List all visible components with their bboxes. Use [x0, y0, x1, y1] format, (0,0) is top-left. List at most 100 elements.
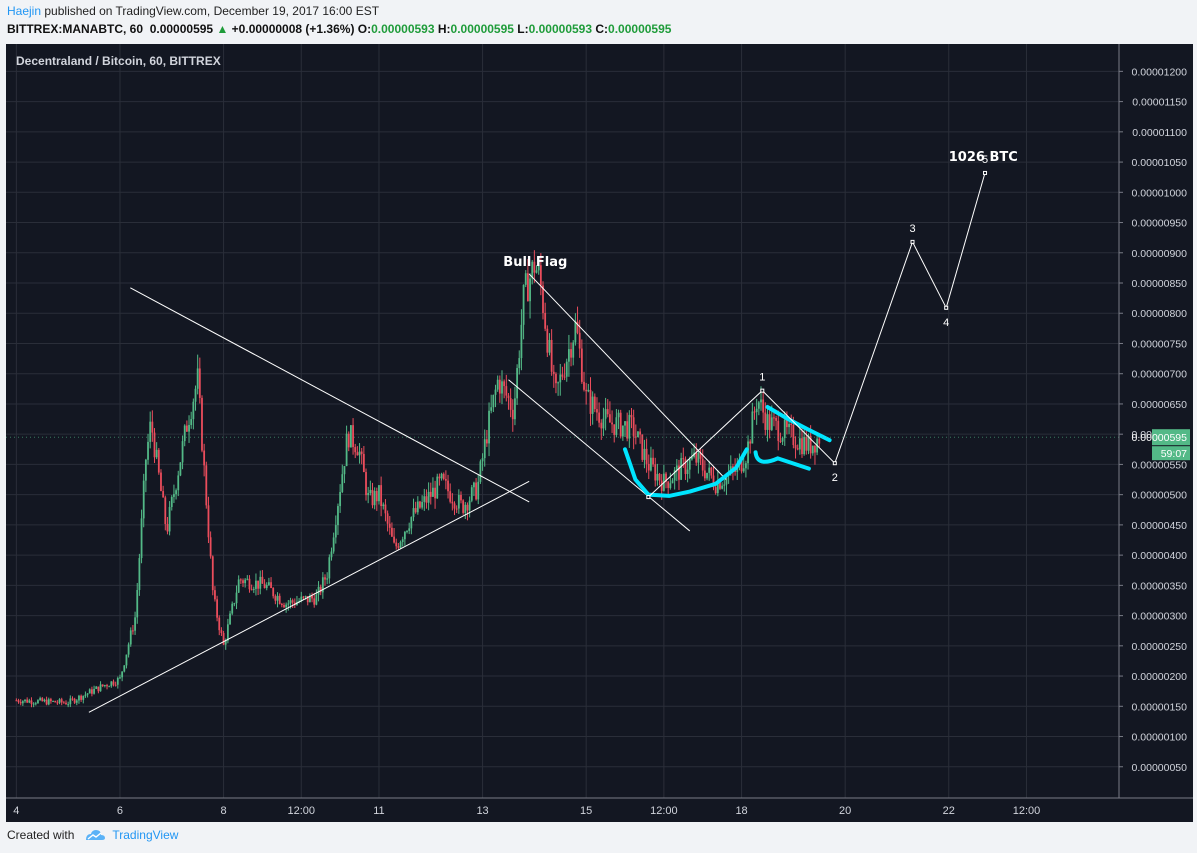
candle-body — [691, 456, 693, 460]
price-tick-label: 0.00001150 — [1132, 97, 1187, 109]
candle-body — [360, 451, 363, 454]
wave-point — [910, 239, 915, 244]
candle-body — [386, 513, 389, 524]
candle-body — [503, 381, 506, 387]
candle-body — [147, 441, 149, 460]
candle-body — [639, 431, 642, 435]
wave-point — [760, 388, 765, 393]
candle-body — [166, 523, 169, 532]
candle-body — [207, 505, 210, 538]
candle-body — [576, 321, 579, 333]
candle-body — [600, 422, 603, 429]
candle-body — [591, 396, 594, 414]
candle-body — [531, 261, 534, 279]
candle-body — [462, 500, 465, 513]
candle-body — [233, 603, 236, 605]
candle-body — [380, 485, 383, 507]
candle-body — [138, 558, 141, 590]
candle-body — [507, 395, 510, 399]
candle-body — [263, 583, 266, 589]
candle-body — [587, 389, 590, 392]
candle-body — [248, 578, 251, 590]
ticker-price: 0.00000595 — [149, 22, 214, 36]
candle-body — [37, 700, 39, 704]
candle-body — [410, 517, 413, 529]
candle-body — [449, 491, 452, 502]
wave-point — [944, 305, 949, 310]
candle-body — [680, 458, 683, 480]
candle-body — [788, 423, 790, 428]
candle-body — [265, 584, 268, 589]
drawings: 1 2 3 4 5 Bull Flag 1026 BTC — [6, 150, 1119, 713]
price-tick-label: 0.00000850 — [1132, 278, 1188, 290]
candle-body — [794, 445, 797, 449]
candle-body — [110, 681, 113, 687]
candle-body — [719, 480, 721, 489]
price-tick-label: 0.00001200 — [1132, 66, 1188, 78]
candle-body — [91, 689, 93, 694]
candle-body — [136, 589, 139, 618]
candle-body — [686, 469, 689, 475]
chart-annotation: 1026 BTC — [949, 150, 1018, 165]
price-tick-label: 0.00000900 — [1132, 248, 1188, 260]
candle-body — [714, 487, 717, 494]
candle-body — [619, 412, 622, 437]
candle-body — [481, 458, 484, 462]
time-tick-label: 22 — [943, 805, 955, 817]
chart-title: Decentraland / Bitcoin, 60, BITTREX — [16, 54, 221, 68]
candle-body — [408, 528, 411, 531]
candle-body — [814, 445, 816, 453]
candle-body — [216, 599, 218, 618]
candle-body — [432, 487, 434, 497]
price-tick-label: 0.00000200 — [1132, 671, 1188, 683]
candle-body — [464, 504, 467, 513]
candle-body — [330, 551, 333, 558]
candle-body — [43, 699, 46, 702]
candle-body — [116, 677, 119, 685]
wave-point — [983, 170, 988, 175]
candle-body — [188, 424, 190, 432]
price-tick-label: 0.00000400 — [1132, 550, 1188, 562]
candle-body — [805, 436, 808, 451]
high-label: H: — [437, 22, 451, 36]
author-link[interactable]: Haejin — [7, 4, 42, 18]
candle-body — [548, 339, 551, 353]
candle-body — [239, 579, 242, 581]
candle-body — [656, 473, 659, 481]
low-label: L: — [517, 22, 529, 36]
candle-body — [190, 419, 193, 425]
tradingview-logo-icon — [86, 830, 106, 840]
candle-body — [716, 480, 719, 494]
candle-body — [101, 684, 104, 687]
candle-body — [21, 701, 24, 704]
publish-info: Haejin published on TradingView.com, Dec… — [7, 4, 379, 18]
candle-body — [328, 557, 331, 579]
candle-body — [41, 698, 44, 702]
candle-body — [773, 417, 775, 419]
candle-body — [317, 586, 320, 595]
candle-body — [237, 579, 240, 593]
candle-body — [660, 480, 663, 491]
candle-body — [142, 480, 145, 519]
candle-body — [242, 580, 244, 584]
candle-body — [205, 465, 208, 506]
candle-body — [604, 409, 607, 419]
candle-body — [766, 414, 769, 430]
candle-body — [615, 417, 618, 435]
candle-body — [451, 501, 454, 504]
candle-body — [291, 600, 294, 603]
candle-body — [589, 389, 592, 414]
candle-body — [559, 374, 562, 383]
candle-body — [326, 578, 329, 580]
triangle-upper-line — [130, 287, 530, 503]
flag-lower-line — [508, 379, 691, 532]
candle-body — [229, 613, 231, 625]
candle-body — [811, 445, 814, 454]
candle-body — [621, 425, 624, 437]
tradingview-link[interactable]: TradingView — [112, 828, 179, 842]
candle-body — [274, 596, 277, 601]
candle-body — [533, 261, 536, 273]
candle-body — [643, 448, 646, 460]
chart-annotation: Bull Flag — [503, 255, 567, 270]
